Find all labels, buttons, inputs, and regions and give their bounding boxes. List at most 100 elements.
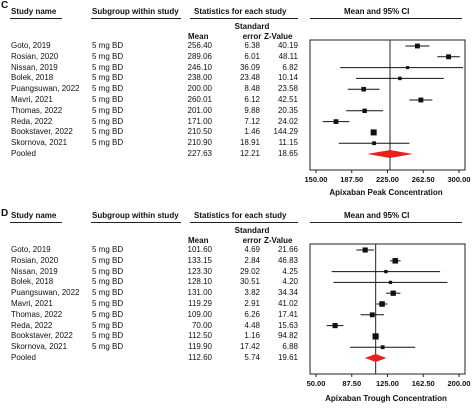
underline-ci	[310, 222, 462, 223]
axis-title: Apixaban Trough Concentration	[325, 394, 447, 403]
z-value-cell: 10.14	[277, 73, 298, 83]
se-cell: 36.09	[239, 62, 260, 72]
se-cell: 4.48	[244, 320, 260, 330]
underline-study	[10, 222, 62, 223]
mean-cell: 210.50	[187, 127, 212, 137]
mean-cell: 201.00	[187, 105, 212, 115]
header-stats: Statistics for each study	[194, 7, 287, 16]
mean-marker	[369, 312, 375, 318]
subgroup-cell: 5 mg BD	[92, 288, 124, 298]
z-value-cell: 23.58	[277, 84, 298, 94]
subgroup-cell: 5 mg BD	[92, 73, 124, 83]
mean-marker	[361, 86, 366, 92]
se-cell: 23.48	[239, 73, 260, 83]
mean-cell: 70.00	[191, 320, 212, 330]
z-value-cell: 94.82	[277, 331, 298, 341]
subgroup-cell: 5 mg BD	[92, 266, 124, 276]
se-cell: 18.91	[239, 138, 260, 148]
header-mean: Mean	[188, 236, 209, 245]
study-name-cell: Rosian, 2020	[11, 51, 59, 61]
x-tick-label: 125.00	[376, 379, 399, 388]
se-cell: 30.51	[239, 277, 260, 287]
se-cell: 5.74	[244, 353, 260, 362]
z-value-cell: 4.25	[282, 266, 298, 276]
z-value-cell: 6.88	[282, 342, 298, 352]
z-value-cell: 11.15	[278, 138, 298, 148]
z-value-cell: 46.83	[277, 255, 298, 265]
subgroup-cell: 5 mg BD	[92, 245, 124, 254]
mean-marker	[406, 66, 410, 70]
study-name-cell: Skornova, 2021	[11, 138, 68, 148]
study-name-cell: Bookstaver, 2022	[11, 127, 73, 137]
mean-cell: 246.10	[187, 62, 212, 72]
mean-cell: 260.01	[187, 95, 212, 104]
plot-frame	[309, 243, 466, 375]
x-tick-label: 300.00	[448, 175, 471, 184]
header-study-name: Study name	[11, 7, 57, 16]
mean-cell: 131.00	[187, 288, 212, 298]
subgroup-cell: 5 mg BD	[92, 41, 124, 50]
underline-ci	[310, 18, 462, 19]
mean-cell: 171.00	[187, 116, 212, 126]
se-cell: 3.82	[244, 288, 260, 298]
mean-marker	[362, 247, 368, 253]
x-tick-label: 50.00	[307, 379, 326, 388]
mean-cell: 112.50	[188, 331, 212, 341]
se-cell: 2.91	[244, 299, 260, 308]
mean-marker	[446, 54, 452, 60]
mean-marker	[398, 76, 402, 81]
study-name-cell: Rosian, 2020	[11, 255, 59, 265]
mean-marker	[332, 323, 338, 329]
study-name-cell: Skornova, 2021	[11, 342, 68, 352]
mean-cell: 256.40	[187, 41, 212, 50]
se-cell: 9.88	[244, 105, 260, 115]
mean-marker	[372, 333, 379, 340]
forest-panel-d: D Study name Subgroup within study Stati…	[0, 204, 474, 408]
z-value-cell: 41.02	[277, 299, 298, 308]
mean-cell: 109.00	[187, 309, 212, 319]
subgroup-cell: 5 mg BD	[92, 138, 124, 148]
se-cell: 6.38	[244, 41, 260, 50]
mean-cell: 200.00	[187, 84, 212, 94]
z-value-cell: 144.29	[273, 127, 298, 137]
x-tick-label: 200.00	[448, 379, 471, 388]
study-name-cell: Goto, 2019	[11, 245, 51, 254]
mean-marker	[370, 129, 377, 136]
header-stats: Statistics for each study	[194, 211, 287, 220]
subgroup-cell: 5 mg BD	[92, 95, 124, 104]
z-value-cell: 15.63	[277, 320, 298, 330]
header-subgroup: Subgroup within study	[92, 7, 179, 16]
study-name-cell: Nissan, 2019	[11, 266, 58, 276]
z-value-cell: 48.11	[278, 51, 298, 61]
mean-marker	[362, 108, 367, 114]
subgroup-cell: 5 mg BD	[92, 62, 124, 72]
se-cell: 6.26	[244, 309, 260, 319]
z-value-cell: 17.41	[277, 309, 298, 319]
mean-cell: 128.10	[187, 277, 212, 287]
study-name-cell: Pooled	[11, 149, 36, 158]
study-name-cell: Puangsuwan, 2022	[11, 84, 80, 94]
mean-cell: 289.06	[187, 51, 212, 61]
underline-subgroup	[91, 18, 181, 19]
header-se-line1: Standard	[234, 22, 270, 31]
subgroup-cell: 5 mg BD	[92, 331, 124, 341]
z-value-cell: 18.65	[277, 149, 298, 158]
mean-marker	[384, 269, 388, 274]
x-tick-label: 225.00	[376, 175, 399, 184]
z-value-cell: 19.61	[277, 353, 298, 362]
mean-marker	[418, 97, 424, 103]
mean-cell: 101.60	[187, 245, 212, 254]
mean-marker	[388, 280, 393, 285]
study-name-cell: Puangsuwan, 2022	[11, 288, 80, 298]
se-cell: 1.16	[244, 331, 260, 341]
header-study-name: Study name	[11, 211, 57, 220]
study-name-cell: Thomas, 2022	[11, 309, 63, 319]
study-name-cell: Reda, 2022	[11, 320, 53, 330]
subgroup-cell: 5 mg BD	[92, 84, 124, 94]
subgroup-cell: 5 mg BD	[92, 299, 124, 308]
panel-label: D	[1, 208, 9, 219]
header-subgroup: Subgroup within study	[92, 211, 179, 220]
study-name-cell: Thomas, 2022	[11, 105, 63, 115]
x-tick-label: 150.00	[305, 175, 328, 184]
underline-study	[10, 18, 62, 19]
